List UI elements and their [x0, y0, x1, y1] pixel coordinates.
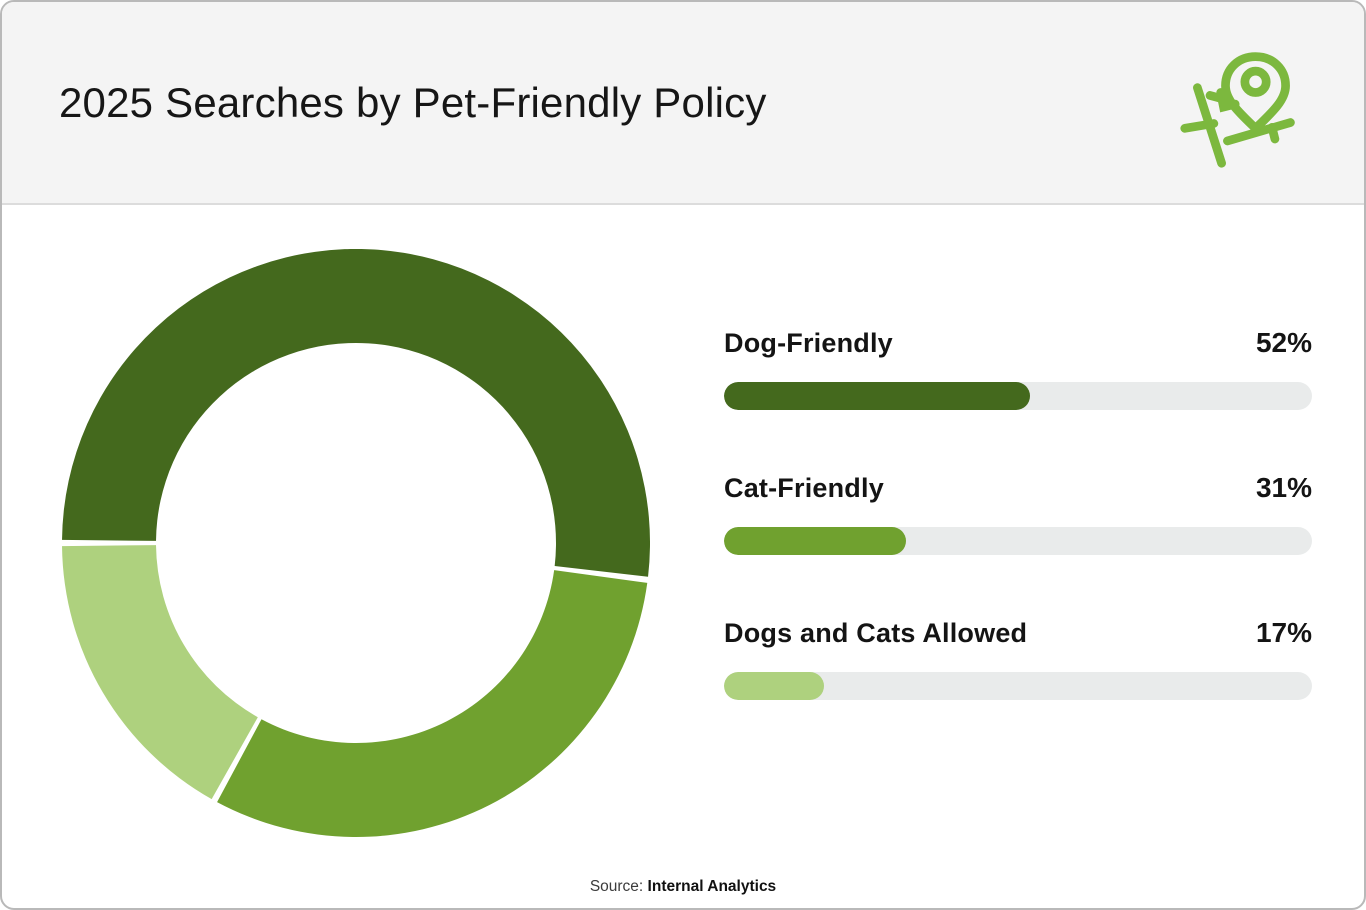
donut-segment-1	[217, 570, 648, 837]
source-note: Source: Internal Analytics	[2, 878, 1364, 896]
donut-svg	[62, 248, 651, 837]
source-name: Internal Analytics	[647, 878, 777, 895]
chart-header: 2025 Searches by Pet-Friendly Policy	[2, 2, 1364, 205]
bar-fill	[724, 382, 1030, 410]
legend-row-dog-friendly: Dog-Friendly 52%	[724, 327, 1312, 410]
legend-row-dogs-and-cats-allowed: Dogs and Cats Allowed 17%	[724, 617, 1312, 700]
legend-label: Dogs and Cats Allowed	[724, 618, 1028, 648]
legend-label: Dog-Friendly	[724, 328, 893, 358]
legend-value: 52%	[1255, 327, 1312, 358]
source-prefix: Source:	[589, 878, 644, 895]
bar-track	[724, 672, 1312, 700]
donut-chart	[62, 248, 651, 837]
legend-value: 17%	[1255, 617, 1312, 648]
map-location-pin-icon	[1180, 52, 1295, 168]
bar-track	[724, 382, 1312, 410]
bar-track	[724, 527, 1312, 555]
donut-segment-2	[62, 545, 258, 800]
legend-value: 31%	[1255, 472, 1312, 503]
bar-fill	[724, 527, 907, 555]
donut-segment-0	[62, 248, 651, 577]
legend-row-cat-friendly: Cat-Friendly 31%	[724, 472, 1312, 555]
legend-label: Cat-Friendly	[724, 473, 884, 503]
bar-fill	[724, 672, 824, 700]
page-title: 2025 Searches by Pet-Friendly Policy	[59, 78, 767, 126]
